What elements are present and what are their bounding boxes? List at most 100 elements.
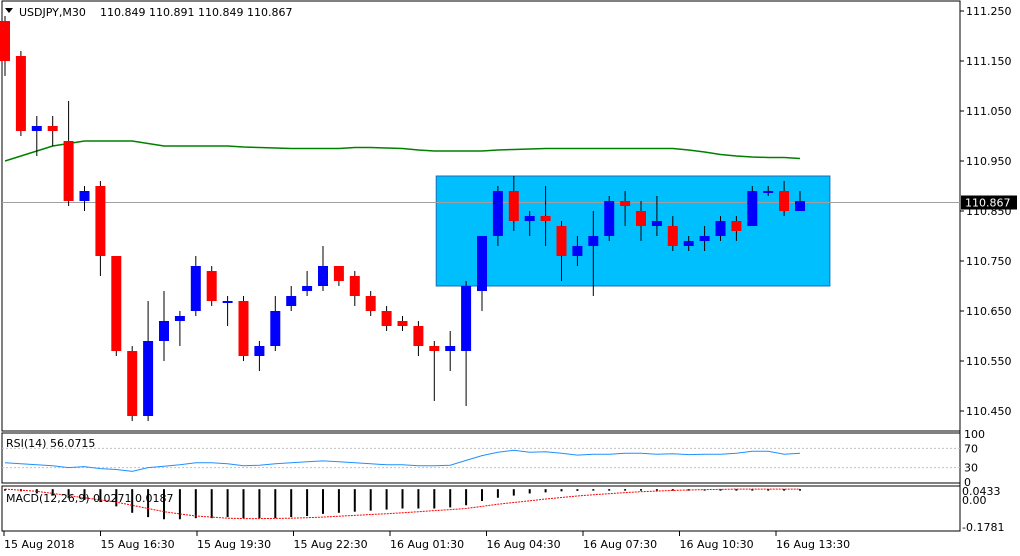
candle[interactable] (174, 311, 185, 346)
macd-signal-line (4, 488, 800, 520)
price-tick-label: 110.550 (966, 355, 1012, 368)
candle[interactable] (699, 226, 710, 251)
candle[interactable] (111, 256, 122, 356)
candle-body (492, 191, 503, 236)
macd-tick-label: -0.1781 (962, 521, 1004, 534)
candle[interactable] (47, 116, 58, 146)
candle-body (190, 266, 201, 311)
candle-body (174, 316, 185, 321)
candle-body (699, 236, 710, 241)
candle[interactable] (492, 186, 503, 246)
candle[interactable] (349, 271, 360, 306)
price-tick-label: 110.950 (966, 155, 1012, 168)
candle-body (349, 276, 360, 296)
time-tick-label: 15 Aug 19:30 (197, 538, 271, 551)
candle-body (79, 191, 90, 201)
candle[interactable] (127, 346, 138, 421)
macd-label: MACD(12,26,9) 0.0271 0.0187 (6, 492, 174, 505)
moving-average-line (4, 140, 801, 162)
candle-body (445, 346, 456, 351)
candle-body (31, 126, 42, 131)
candle[interactable] (461, 281, 472, 406)
candle[interactable] (15, 51, 26, 136)
candle-body (667, 226, 678, 246)
candle-body (779, 191, 790, 211)
candle[interactable] (604, 196, 615, 241)
candle[interactable] (143, 301, 154, 421)
candle[interactable] (333, 266, 344, 286)
candle[interactable] (254, 341, 265, 371)
candle[interactable] (270, 296, 281, 351)
candle-body (540, 216, 551, 221)
candle[interactable] (795, 191, 805, 211)
candle[interactable] (636, 201, 646, 241)
candle[interactable] (763, 186, 774, 196)
candle-body (333, 266, 344, 281)
candle[interactable] (620, 191, 631, 226)
candle[interactable] (31, 116, 42, 156)
rsi-label: RSI(14) 56.0715 (6, 437, 95, 450)
candle-body (318, 266, 328, 286)
candle-body (413, 326, 424, 346)
candle-body (95, 186, 106, 256)
candle-body (238, 301, 249, 356)
candle[interactable] (588, 211, 599, 296)
time-tick-label: 16 Aug 10:30 (680, 538, 754, 551)
price-tick-label: 111.050 (966, 105, 1012, 118)
dropdown-arrow-icon[interactable] (5, 8, 13, 13)
candle[interactable] (286, 286, 297, 311)
candle[interactable] (524, 211, 535, 236)
ohlc-readout: 110.849 110.891 110.849 110.867 (100, 6, 292, 19)
price-tick-label: 111.250 (966, 5, 1012, 18)
candle-body (651, 221, 662, 226)
time-tick-label: 16 Aug 04:30 (487, 538, 561, 551)
candle[interactable] (429, 341, 440, 401)
price-tick-label: 111.150 (966, 55, 1012, 68)
candle[interactable] (747, 186, 758, 226)
candle[interactable] (651, 196, 662, 236)
candle[interactable] (222, 296, 233, 326)
candle[interactable] (683, 236, 694, 251)
time-tick-label: 15 Aug 16:30 (101, 538, 175, 551)
candle[interactable] (572, 236, 583, 266)
candle[interactable] (715, 216, 726, 241)
candle[interactable] (508, 176, 519, 231)
candle-body (715, 221, 726, 236)
candle-body (270, 311, 281, 346)
candle[interactable] (95, 181, 106, 276)
candle-body (683, 241, 694, 246)
candle[interactable] (0, 16, 10, 76)
candle[interactable] (159, 291, 169, 361)
candle[interactable] (302, 271, 313, 296)
candle[interactable] (445, 331, 456, 371)
candle-body (747, 191, 758, 226)
candle[interactable] (779, 181, 790, 216)
candle-body (143, 341, 154, 416)
candle[interactable] (731, 216, 742, 241)
candle[interactable] (206, 266, 217, 306)
price-tick-label: 110.650 (966, 305, 1012, 318)
time-tick-label: 16 Aug 07:30 (583, 538, 657, 551)
candle-body (508, 191, 519, 221)
candle-body (365, 296, 376, 311)
candle[interactable] (190, 256, 201, 316)
candle[interactable] (238, 296, 249, 361)
candle[interactable] (381, 306, 392, 331)
candle[interactable] (397, 316, 408, 331)
candle[interactable] (365, 291, 376, 316)
candle-body (15, 56, 26, 131)
candle-body (524, 216, 535, 221)
candle-body (222, 301, 233, 303)
time-tick-label: 15 Aug 2018 (4, 538, 74, 551)
candle[interactable] (540, 186, 551, 246)
candle[interactable] (477, 236, 487, 311)
candle[interactable] (413, 321, 424, 356)
candle[interactable] (667, 216, 678, 251)
candle-body (429, 346, 440, 351)
candle[interactable] (63, 101, 74, 206)
candle-body (397, 321, 408, 326)
candle[interactable] (556, 221, 567, 281)
candle[interactable] (318, 246, 328, 291)
candle[interactable] (79, 186, 90, 211)
